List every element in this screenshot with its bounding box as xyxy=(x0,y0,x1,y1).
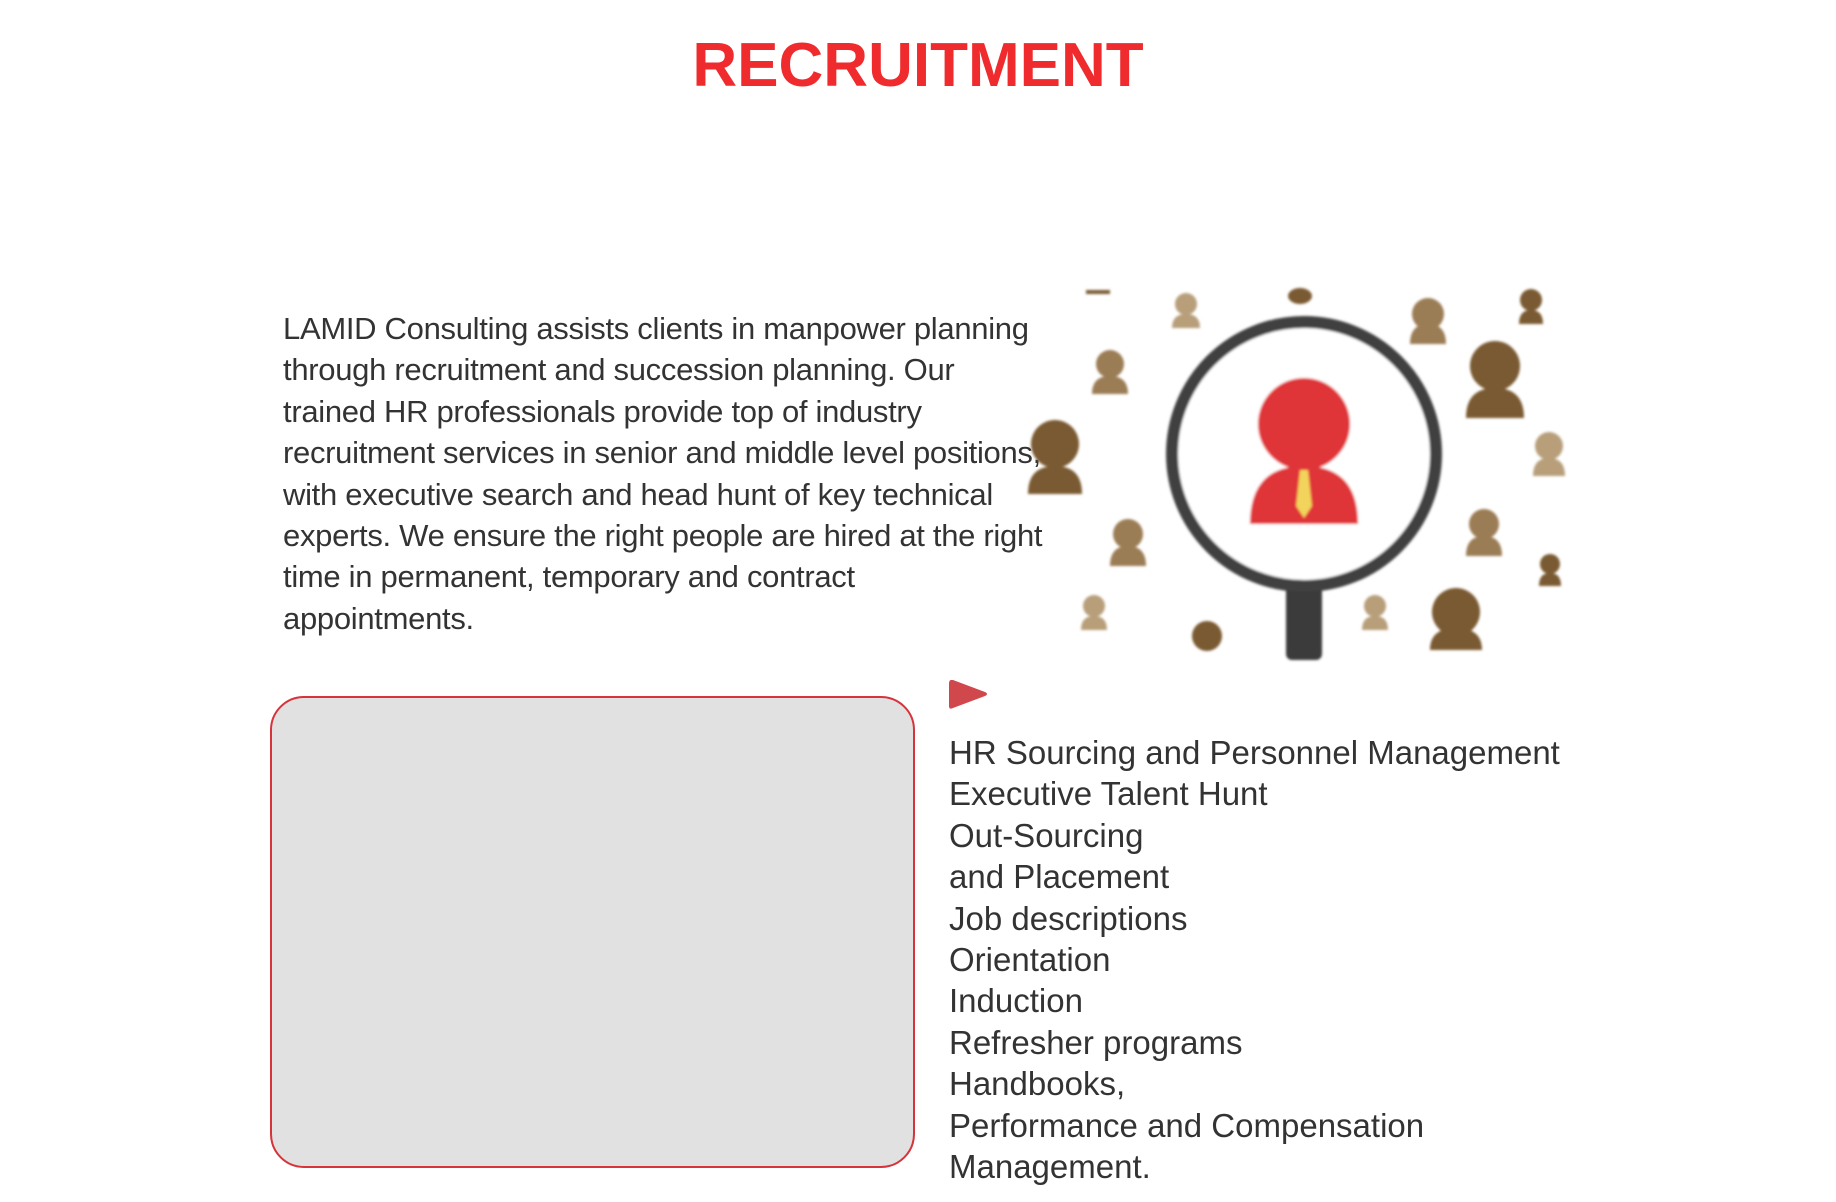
service-item: Handbooks, xyxy=(949,1065,1126,1103)
person-icon xyxy=(1539,554,1561,586)
person-icon xyxy=(1533,432,1565,476)
person-icon xyxy=(1110,519,1146,566)
magnifying-glass-people-icon xyxy=(1028,288,1565,660)
person-icon xyxy=(1172,293,1200,328)
service-item: Management. xyxy=(949,1148,1151,1186)
person-icon xyxy=(1081,595,1107,630)
person-icon xyxy=(1192,621,1222,651)
person-icon xyxy=(1519,289,1543,324)
service-item: Out-Sourcing xyxy=(949,816,1144,854)
service-item: Refresher programs xyxy=(949,1023,1243,1061)
service-item: and Placement xyxy=(949,858,1170,896)
service-item: Performance and Compensation xyxy=(949,1106,1425,1144)
person-icon xyxy=(1466,509,1502,556)
service-item: Executive Talent Hunt xyxy=(949,775,1268,813)
person-icon xyxy=(1028,420,1082,494)
person-icon xyxy=(1466,341,1524,418)
video-placeholder[interactable] xyxy=(270,696,915,1168)
service-item: Induction xyxy=(949,982,1083,1020)
service-item: HR Sourcing and Personnel Management xyxy=(949,734,1560,771)
intro-paragraph: LAMID Consulting assists clients in manp… xyxy=(283,311,1043,636)
service-item: Job descriptions xyxy=(949,899,1188,937)
person-icon xyxy=(1092,350,1128,394)
person-icon xyxy=(1410,298,1446,344)
services-list: HR Sourcing and Personnel Management Exe… xyxy=(949,732,1560,1187)
page-title: RECRUITMENT xyxy=(692,31,1144,100)
service-item: Orientation xyxy=(949,941,1111,979)
person-icon xyxy=(1362,595,1388,630)
play-icon[interactable] xyxy=(947,677,989,711)
person-icon xyxy=(1430,588,1482,650)
